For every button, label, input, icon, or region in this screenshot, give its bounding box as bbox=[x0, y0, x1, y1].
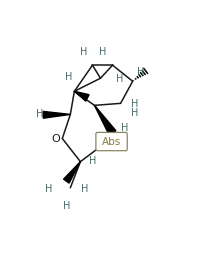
Polygon shape bbox=[74, 91, 89, 101]
Text: O: O bbox=[51, 134, 59, 144]
Text: H: H bbox=[136, 67, 144, 77]
Text: H: H bbox=[62, 201, 70, 211]
Text: H: H bbox=[80, 184, 88, 194]
FancyBboxPatch shape bbox=[95, 132, 127, 151]
Text: H: H bbox=[130, 99, 138, 109]
Text: H: H bbox=[35, 109, 43, 120]
Text: H: H bbox=[79, 47, 87, 57]
Text: H: H bbox=[88, 156, 96, 166]
Text: H: H bbox=[115, 74, 123, 84]
Text: H: H bbox=[98, 47, 106, 57]
Polygon shape bbox=[63, 162, 80, 183]
Text: H: H bbox=[64, 72, 72, 82]
Polygon shape bbox=[43, 111, 70, 118]
Text: H: H bbox=[120, 123, 128, 134]
Text: H: H bbox=[44, 184, 52, 194]
Text: Abs: Abs bbox=[101, 136, 121, 147]
Text: H: H bbox=[130, 108, 138, 118]
Polygon shape bbox=[94, 105, 115, 135]
